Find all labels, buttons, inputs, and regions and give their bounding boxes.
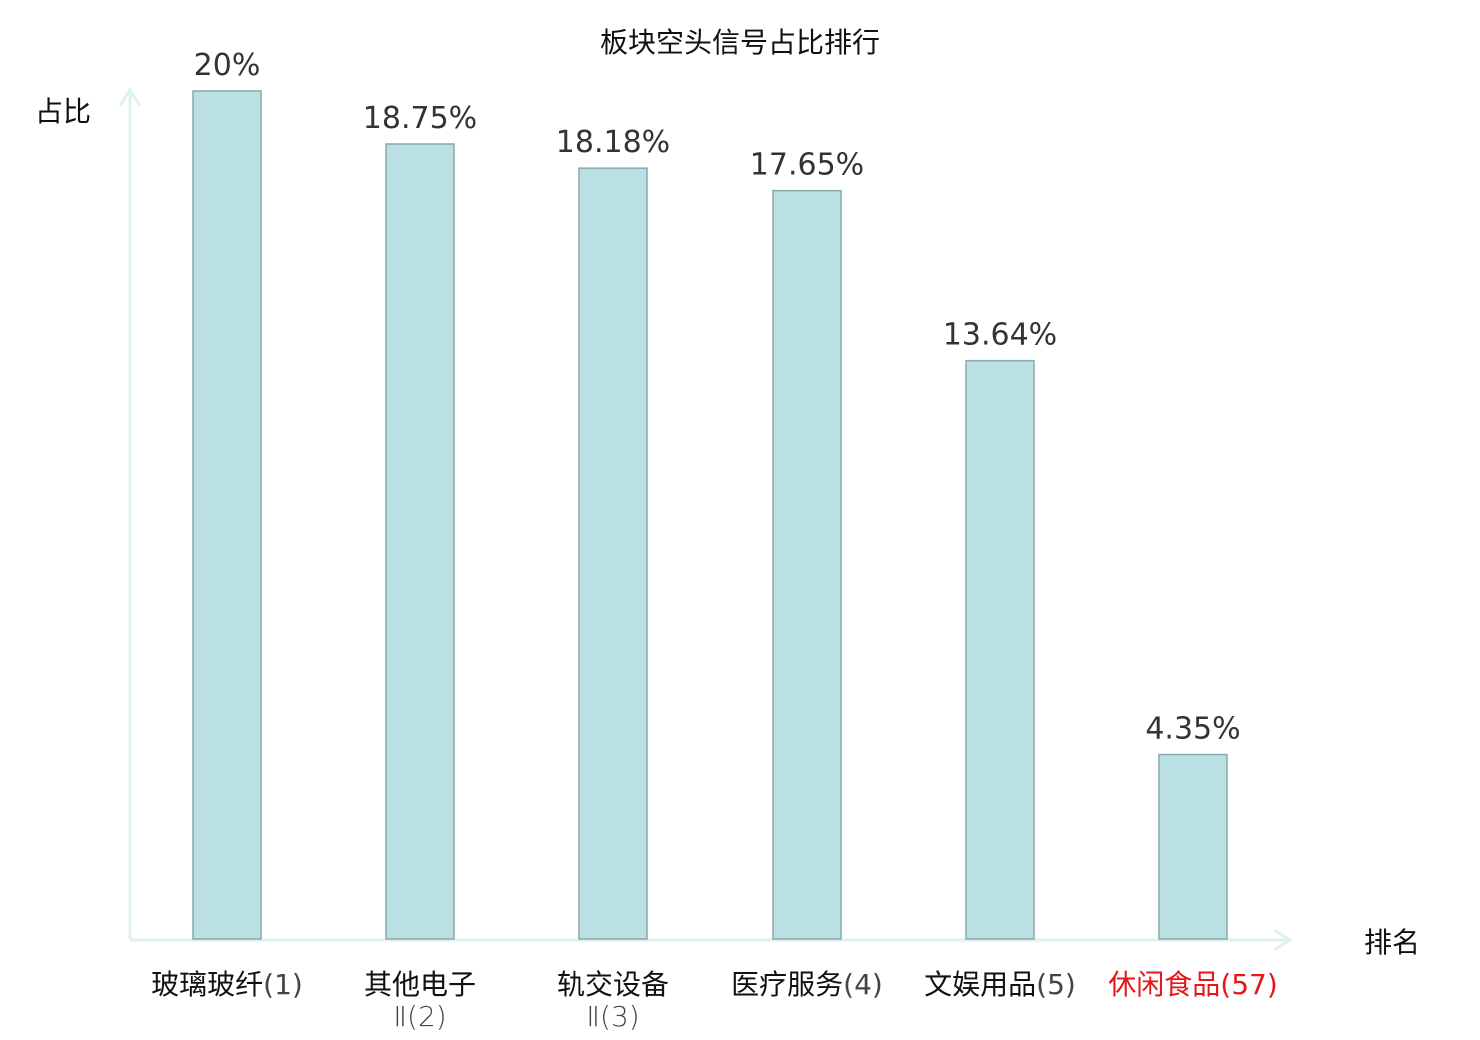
data-label: 18.75%	[363, 101, 477, 136]
y-axis-arrow-icon	[118, 87, 142, 107]
bar	[772, 189, 842, 940]
bar	[965, 359, 1035, 940]
category-label: 医疗服务(4)	[731, 968, 883, 1001]
bar	[385, 143, 455, 940]
data-label: 13.64%	[943, 318, 1057, 353]
data-label: 20%	[194, 48, 261, 83]
category-label: 玻璃玻纤(1)	[151, 968, 303, 1001]
data-label: 17.65%	[750, 148, 864, 183]
data-label: 18.18%	[556, 125, 670, 160]
bar	[1158, 753, 1228, 940]
data-label: 4.35%	[1145, 712, 1240, 747]
chart-title: 板块空头信号占比排行	[600, 26, 880, 59]
category-label: 休闲食品(57)	[1108, 968, 1278, 1001]
category-label: 文娱用品(5)	[924, 968, 1076, 1001]
x-axis-arrow-icon	[1273, 928, 1293, 952]
bar	[192, 90, 262, 940]
bar	[578, 167, 648, 940]
x-axis-label: 排名	[1364, 926, 1420, 959]
category-label: 轨交设备 Ⅱ(3)	[557, 968, 669, 1033]
y-axis-label: 占比	[35, 95, 91, 128]
category-label: 其他电子 Ⅱ(2)	[364, 968, 476, 1033]
